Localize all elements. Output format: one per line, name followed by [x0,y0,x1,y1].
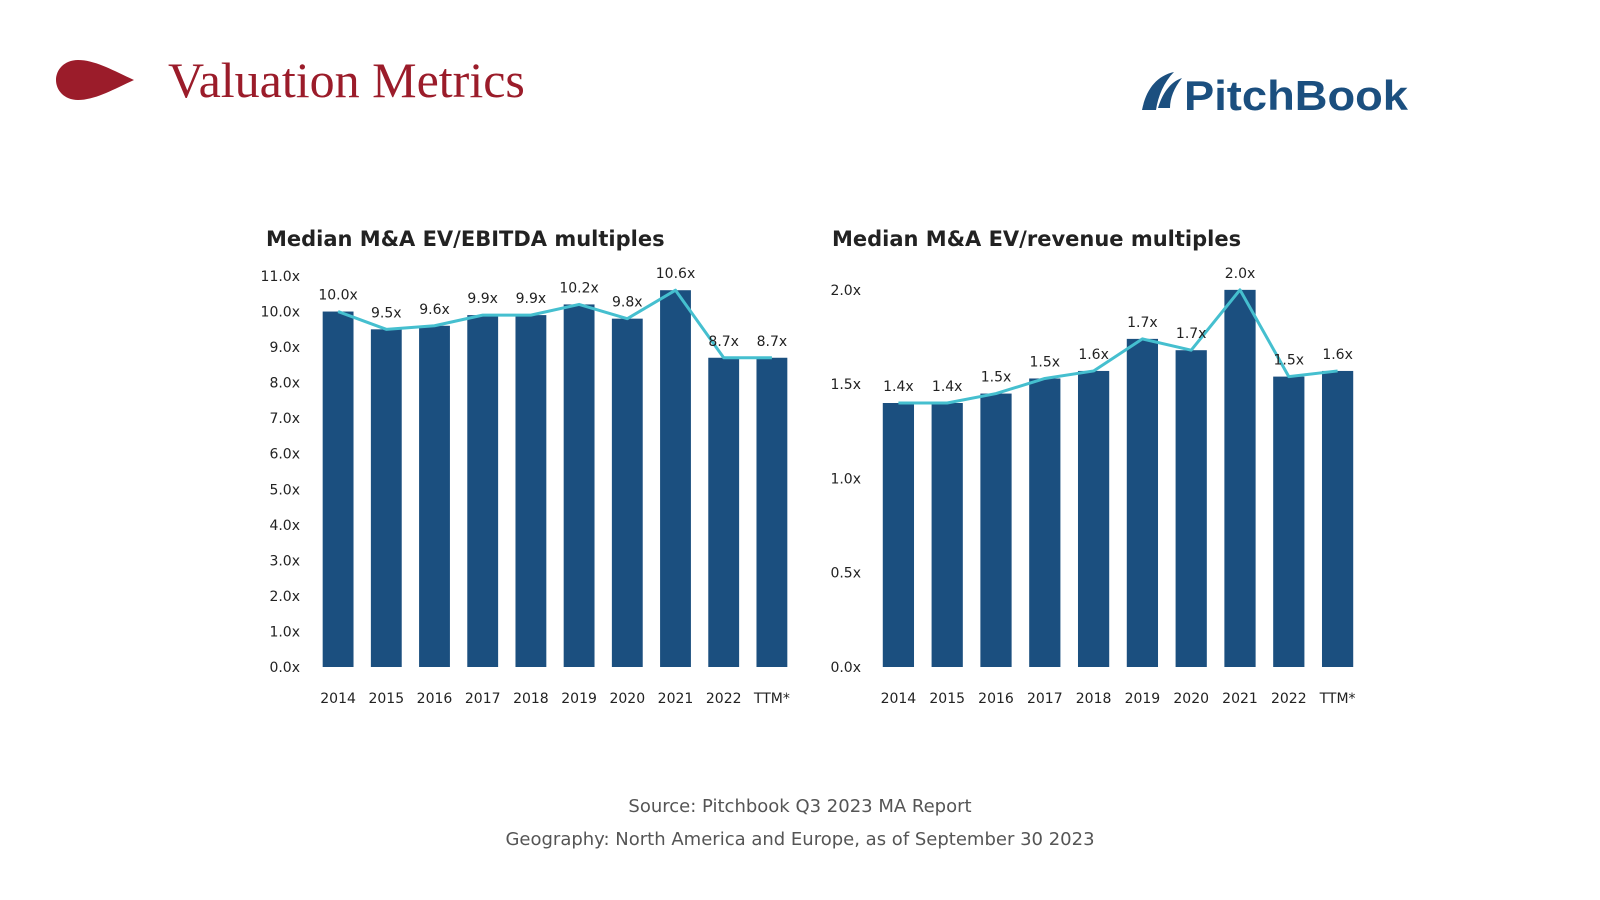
revenue-data-label: 1.4x [932,379,963,395]
ebitda-bar [370,329,402,667]
ebitda-data-label: 8.7x [757,334,788,350]
ebitda-y-tick-label: 1.0x [269,624,300,640]
ebitda-bar [660,290,691,667]
revenue-data-label: 1.5x [1030,354,1061,370]
source-text: Source: Pitchbook Q3 2023 MA Report [628,796,972,817]
ebitda-y-tick-label: 6.0x [269,447,300,463]
revenue-y-tick-label: 0.0x [830,660,861,676]
ebitda-data-label: 10.0x [318,288,357,304]
ebitda-data-label: 10.6x [656,266,695,282]
ebitda-y-tick-label: 10.0x [261,305,300,321]
ebitda-bar [708,357,740,667]
geography-text: Geography: North America and Europe, as … [505,829,1095,850]
revenue-bar [931,403,963,667]
ebitda-bar [419,325,450,667]
pitchbook-swoosh-icon [1142,72,1182,110]
page-title: Valuation Metrics [168,52,525,108]
revenue-bar [1126,338,1159,667]
revenue-data-label: 1.5x [981,370,1012,386]
ebitda-bar [515,315,547,667]
ebitda-data-label: 9.9x [467,291,498,307]
revenue-x-tick-label: 2015 [929,691,965,707]
ebitda-x-tick-label: TTM* [753,691,790,707]
ebitda-x-tick-label: 2020 [609,691,645,707]
revenue-x-tick-label: 2022 [1271,691,1307,707]
logo-text: PitchBook [1184,72,1409,119]
ebitda-data-label: 9.8x [612,295,643,311]
ebitda-x-tick-label: 2019 [561,691,597,707]
ebitda-data-label: 9.9x [516,291,547,307]
revenue-y-tick-label: 2.0x [830,283,861,299]
revenue-bar [1224,289,1256,667]
revenue-bar [980,393,1012,667]
ebitda-trend-line [337,288,772,360]
revenue-data-label: 1.6x [1322,347,1353,363]
red-teardrop-arrow-icon [56,60,134,100]
revenue-x-tick-label: 2018 [1076,691,1112,707]
revenue-bar [1175,350,1207,667]
revenue-x-tick-label: 2016 [978,691,1014,707]
revenue-y-tick-label: 1.0x [830,471,861,487]
ebitda-data-label: 9.6x [419,302,450,318]
ebitda-x-tick-label: 2017 [465,691,501,707]
ebitda-y-tick-label: 4.0x [269,518,300,534]
ebitda-y-tick-label: 3.0x [269,553,300,569]
ebitda-data-label: 9.5x [371,305,402,321]
ebitda-data-label: 8.7x [708,334,739,350]
ebitda-x-tick-label: 2018 [513,691,549,707]
ebitda-chart-title: Median M&A EV/EBITDA multiples [266,227,665,251]
revenue-y-tick-label: 0.5x [830,566,861,582]
revenue-data-label: 1.7x [1127,315,1158,331]
ebitda-x-tick-label: 2015 [368,691,404,707]
revenue-x-tick-label: TTM* [1319,691,1356,707]
ebitda-y-tick-label: 0.0x [269,660,300,676]
pitchbook-logo: PitchBook [1142,72,1409,119]
revenue-bar [1077,370,1110,667]
ebitda-chart: Median M&A EV/EBITDA multiples 0.0x 1.0x 2.… [261,227,790,707]
ebitda-bar [611,318,643,667]
ebitda-y-tick-label: 8.0x [269,376,300,392]
revenue-chart-title: Median M&A EV/revenue multiples [832,227,1241,251]
revenue-chart: Median M&A EV/revenue multiples 0.0x 0.5x 1… [830,227,1356,707]
ebitda-x-tick-label: 2021 [658,691,694,707]
revenue-data-label: 1.4x [883,379,914,395]
ebitda-x-tick-label: 2014 [320,691,356,707]
ebitda-bar [756,357,788,667]
revenue-x-tick-label: 2017 [1027,691,1063,707]
revenue-data-label: 1.7x [1176,326,1207,342]
revenue-bar [1273,376,1305,667]
ebitda-y-tick-label: 9.0x [269,340,300,356]
revenue-bar [1321,370,1354,667]
ebitda-data-label: 10.2x [559,280,598,296]
revenue-y-tick-label: 1.5x [830,377,861,393]
revenue-x-tick-label: 2020 [1173,691,1209,707]
ebitda-bar [563,304,595,667]
source-notes: Source: Pitchbook Q3 2023 MA Report Geog… [0,796,1600,862]
revenue-bar [882,403,915,667]
revenue-x-tick-label: 2014 [881,691,917,707]
ebitda-x-tick-label: 2022 [706,691,742,707]
ebitda-y-tick-label: 7.0x [269,411,300,427]
revenue-data-label: 1.6x [1078,347,1109,363]
revenue-data-label: 2.0x [1225,266,1256,282]
ebitda-y-tick-label: 11.0x [261,269,300,285]
revenue-bar [1029,378,1061,667]
ebitda-bar [322,311,354,667]
revenue-trend-line [898,288,1338,405]
ebitda-bar [467,315,499,667]
revenue-x-tick-label: 2019 [1125,691,1161,707]
ebitda-y-tick-label: 2.0x [269,589,300,605]
revenue-x-tick-label: 2021 [1222,691,1258,707]
ebitda-x-tick-label: 2016 [417,691,453,707]
ebitda-y-tick-label: 5.0x [269,482,300,498]
revenue-data-label: 1.5x [1274,353,1305,369]
